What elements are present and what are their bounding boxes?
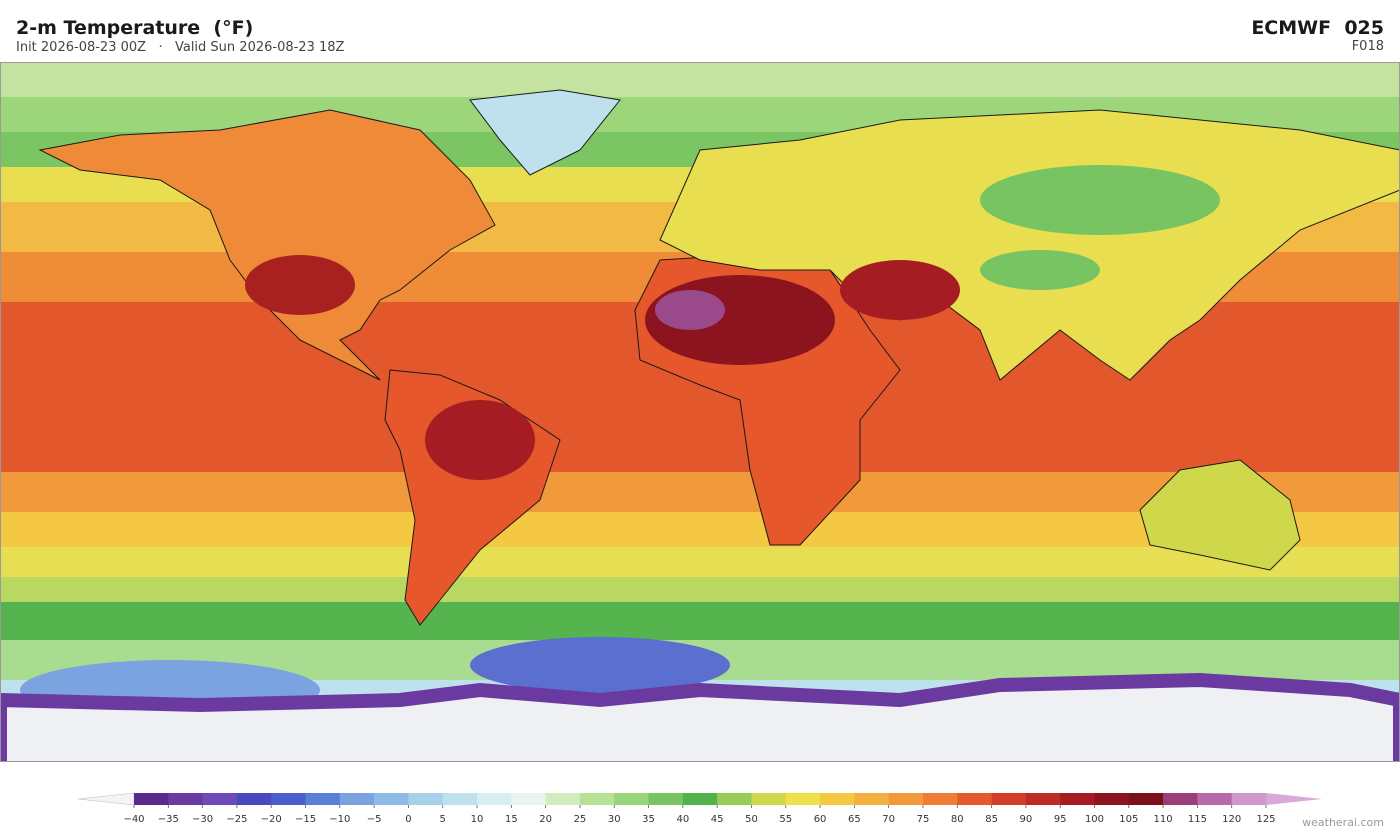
colorbar-segment xyxy=(991,793,1027,805)
colorbar-tick-label: 30 xyxy=(608,814,621,825)
colorbar-tick-label: 115 xyxy=(1188,814,1207,825)
colorbar-tick-label: −25 xyxy=(226,814,247,825)
colorbar-tick-label: 20 xyxy=(539,814,552,825)
colorbar-segment xyxy=(1163,793,1198,805)
colorbar-segment xyxy=(339,793,375,805)
colorbar-tick-label: 10 xyxy=(471,814,484,825)
colorbar-tick-label: 15 xyxy=(505,814,518,825)
colorbar-tick-label: −40 xyxy=(123,814,144,825)
colorbar-tick-label: 80 xyxy=(951,814,964,825)
colorbar-tick-label: 35 xyxy=(642,814,655,825)
colorbar-segment xyxy=(854,793,889,805)
title: 2-m Temperature (°F) xyxy=(16,17,253,39)
colorbar-segment xyxy=(785,793,821,805)
colorbar-under xyxy=(77,792,135,806)
colorbar-tick-label: 70 xyxy=(882,814,895,825)
colorbar-segment xyxy=(579,793,615,805)
colorbar-segment xyxy=(1094,793,1130,805)
map xyxy=(0,62,1400,762)
credit: weatherai.com xyxy=(1302,816,1384,829)
colorbar-tick-label: −10 xyxy=(329,814,350,825)
colorbar-segment xyxy=(271,793,306,805)
colorbar-tick-label: 105 xyxy=(1119,814,1138,825)
colorbar-segment xyxy=(1197,793,1232,805)
subtitle: Init 2026-08-23 00Z · Valid Sun 2026-08-… xyxy=(16,40,345,55)
colorbar-tick-label: 0 xyxy=(405,814,411,825)
colorbar-segment xyxy=(511,793,546,805)
colorbar-tick-label: 90 xyxy=(1020,814,1033,825)
colorbar-segment xyxy=(648,793,684,805)
model: ECMWF 025 xyxy=(1251,17,1384,39)
colorbar-segment xyxy=(614,793,649,805)
colorbar-segment xyxy=(957,793,992,805)
colorbar-segment xyxy=(1128,793,1164,805)
colorbar-tick-label: 50 xyxy=(745,814,758,825)
forecast-hour: F018 xyxy=(1352,39,1384,54)
colorbar-tick-label: 75 xyxy=(917,814,930,825)
colorbar-segment xyxy=(1231,793,1267,805)
colorbar-segment xyxy=(717,793,752,805)
colorbar-tick-label: 85 xyxy=(985,814,998,825)
colorbar-over xyxy=(1266,793,1322,805)
colorbar-tick-label: 25 xyxy=(574,814,587,825)
colorbar-tick-label: −20 xyxy=(261,814,282,825)
colorbar-segment xyxy=(922,793,958,805)
colorbar-segment xyxy=(442,793,478,805)
colorbar-segment xyxy=(134,793,169,805)
colorbar-segment xyxy=(202,793,238,805)
colorbar-segment xyxy=(1025,793,1061,805)
colorbar-segment xyxy=(545,793,581,805)
colorbar-tick-label: −35 xyxy=(158,814,179,825)
colorbar-segment xyxy=(751,793,787,805)
colorbar-tick-label: 100 xyxy=(1085,814,1104,825)
colorbar-tick-label: 120 xyxy=(1222,814,1241,825)
colorbar-segment xyxy=(305,793,341,805)
colorbar-segment xyxy=(236,793,272,805)
colorbar: −40 −35 −30 −25 −20 −15 −10 −5 0 5 10 15 20 25 30 35 40 4… xyxy=(77,792,1322,825)
colorbar-tick-label: 45 xyxy=(711,814,724,825)
colorbar-tick-label: 40 xyxy=(676,814,689,825)
colorbar-tick-label: −30 xyxy=(192,814,213,825)
colorbar-segment xyxy=(682,793,718,805)
colorbar-segment xyxy=(168,793,203,805)
colorbar-tick-label: −15 xyxy=(295,814,316,825)
colorbar-tick-label: 125 xyxy=(1256,814,1275,825)
colorbar-segment xyxy=(408,793,444,805)
colorbar-segment xyxy=(888,793,924,805)
colorbar-segment xyxy=(374,793,409,805)
colorbar-segment xyxy=(820,793,855,805)
colorbar-tick-label: 95 xyxy=(1054,814,1067,825)
colorbar-tick-label: 65 xyxy=(848,814,861,825)
colorbar-segment xyxy=(477,793,512,805)
colorbar-tick-label: −5 xyxy=(367,814,382,825)
colorbar-tick-label: 55 xyxy=(779,814,792,825)
colorbar-tick-label: 110 xyxy=(1154,814,1173,825)
colorbar-tick-label: 5 xyxy=(440,814,446,825)
colorbar-segment xyxy=(1060,793,1095,805)
colorbar-tick-label: 60 xyxy=(814,814,827,825)
